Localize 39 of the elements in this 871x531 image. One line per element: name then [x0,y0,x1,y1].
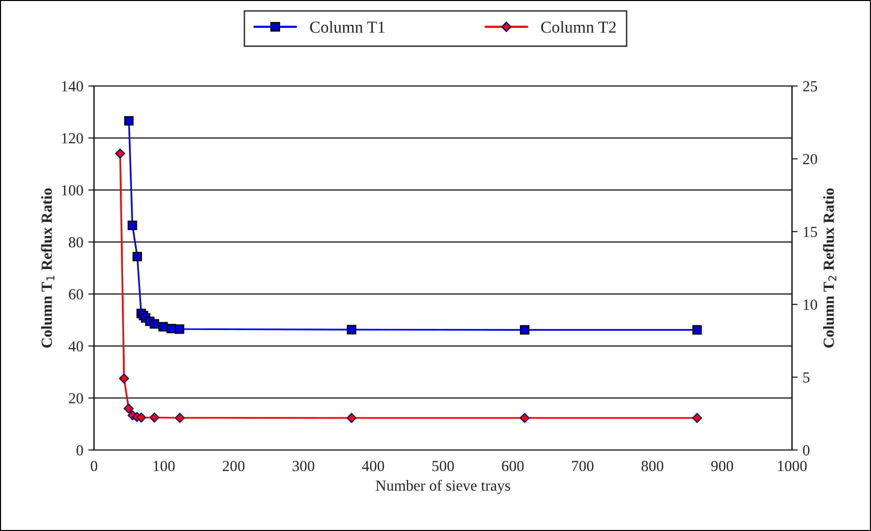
point [136,412,146,423]
y-tick-label: 80 [68,237,83,248]
x-tick-label: 0 [90,460,98,472]
y-tick-label: 40 [68,341,83,352]
y-tick-label: 0 [76,445,83,456]
point [346,412,357,423]
x-tick-label: 300 [292,460,314,472]
x-tick-label: 100 [154,460,175,472]
point [149,412,160,423]
x-tick-label: 500 [432,460,454,472]
y-tick-label: 120 [62,133,83,144]
x-tick-label: 1000 [778,460,807,472]
y-tick-label: 20 [68,393,83,404]
x-tick-label: 600 [502,460,524,472]
x-tick-label: 800 [642,460,664,472]
x-tick-label: 700 [572,460,594,472]
y-axis-title: Column T$_{1}$ Reflux Ratio [41,188,54,348]
point [520,412,530,423]
legend-label: Column T2 [541,21,616,33]
y2-tick-label: 20 [803,154,818,164]
x-tick-label: 400 [362,460,384,472]
y-tick-label: 100 [62,185,83,196]
y2-tick-label: 10 [804,300,818,310]
y2-tick-label: 15 [804,226,818,238]
y2-tick-label: 5 [803,372,810,383]
point [174,412,185,423]
legend-label: Column T1 [310,21,384,33]
point [692,412,702,423]
y2-axis-title: Column T$_{2}$ Reflux Ratio [823,188,836,348]
y-tick-label: 60 [68,289,83,300]
x-axis-title: Number of sieve trays [376,480,510,494]
x-tick-label: 200 [222,460,244,472]
point [119,374,129,384]
point [115,148,126,159]
x-tick-label: 900 [711,460,734,472]
y-tick-label: 140 [62,81,83,92]
y2-tick-label: 25 [803,81,818,92]
y2-tick-label: 0 [803,445,810,456]
point [124,404,134,414]
